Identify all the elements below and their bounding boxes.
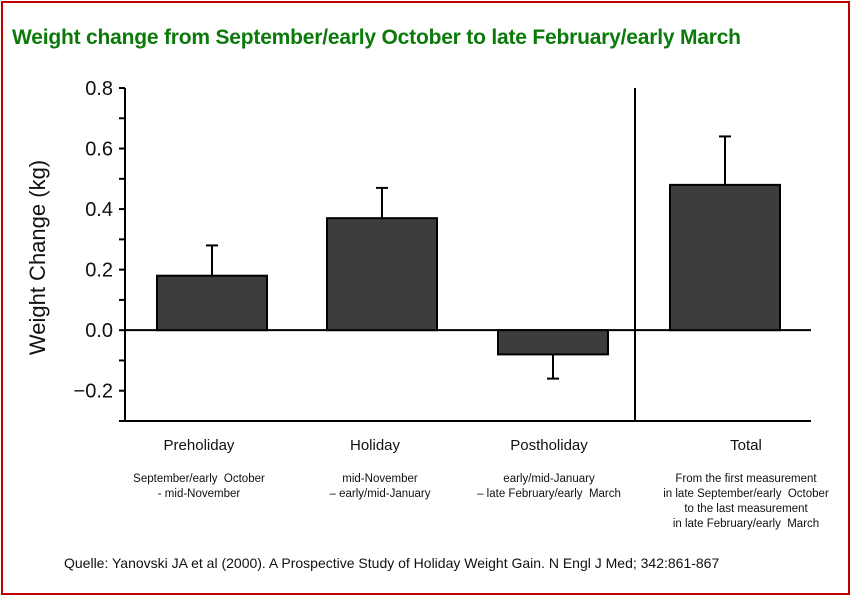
- bar-holiday: [326, 217, 438, 332]
- category-subtitle-preholiday: September/early October - mid-November: [133, 473, 265, 500]
- y-tick-label: 0.6: [85, 139, 113, 161]
- y-tick-label: 0.0: [85, 320, 113, 342]
- bar-total: [669, 183, 781, 332]
- bar-postholiday: [497, 329, 609, 356]
- y-tick-label: 0.4: [85, 199, 113, 221]
- source-citation: Quelle: Yanovski JA et al (2000). A Pros…: [64, 555, 720, 571]
- bar-preholiday: [156, 274, 268, 332]
- category-label-total: Total: [730, 437, 762, 454]
- category-subtitle-total: From the first measurement in late Septe…: [663, 473, 829, 530]
- category-label-holiday: Holiday: [349, 437, 401, 454]
- category-label-postholiday: Postholiday: [510, 437, 588, 454]
- chart-title: Weight change from September/early Octob…: [12, 26, 741, 49]
- category-label-preholiday: Preholiday: [163, 437, 235, 454]
- category-subtitle-holiday: mid-November – early/mid-January: [329, 473, 431, 500]
- y-tick-label: 0.8: [85, 78, 113, 100]
- y-axis-title: Weight Change (kg): [25, 160, 50, 355]
- y-tick-label: −0.2: [74, 381, 113, 403]
- category-subtitle-postholiday: early/mid-January – late February/early …: [477, 473, 621, 500]
- y-tick-label: 0.2: [85, 260, 113, 282]
